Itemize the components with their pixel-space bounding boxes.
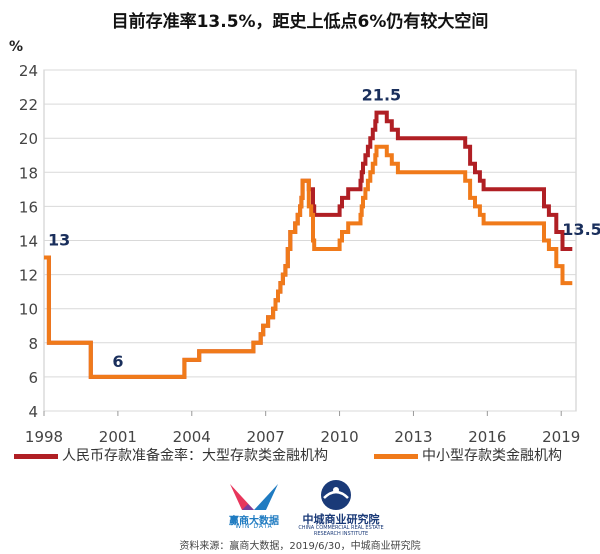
y-tick-label: 6: [28, 369, 38, 387]
legend-swatch-small: [374, 453, 418, 459]
x-tick-label: 2019: [542, 428, 580, 446]
y-tick-label: 12: [19, 267, 38, 285]
data-annotation-label: 13: [48, 231, 70, 250]
y-tick-label: 20: [19, 130, 38, 148]
legend-item-large: 人民币存款准备金率：大型存款类金融机构: [14, 445, 328, 465]
data-annotation-label: 21.5: [362, 86, 401, 105]
y-tick-label: 24: [19, 62, 38, 80]
source-note: 资料来源：赢商大数据，2019/6/30，中城商业研究院: [179, 541, 421, 552]
win-data-logo-text: 赢商大数据: [229, 516, 279, 527]
y-axis-unit: %: [9, 39, 24, 55]
y-tick-label: 14: [19, 233, 38, 251]
chart-title: 目前存准率13.5%，距史上低点6%仍有较大空间: [111, 12, 489, 32]
data-annotation-label: 6: [112, 352, 123, 371]
series-line-small-banks: [44, 144, 573, 379]
x-tick-label: 2001: [99, 428, 137, 446]
legend-label-small: 中小型存款类金融机构: [422, 448, 562, 464]
x-tick-label: 2016: [468, 428, 506, 446]
x-tick-label: 2007: [247, 428, 285, 446]
x-tick-label: 2013: [394, 428, 432, 446]
y-tick-label: 18: [19, 164, 38, 182]
legend-swatch-large: [14, 453, 58, 459]
legend-item-small: 中小型存款类金融机构: [374, 445, 562, 465]
zhongcheng-logo-subtext: CHINA COMMERCIAL REAL ESTATE RESEARCH IN…: [298, 525, 384, 537]
zhongcheng-logo-text: 中城商业研究院: [302, 513, 380, 526]
legend-label-large: 人民币存款准备金率：大型存款类金融机构: [62, 448, 328, 464]
x-tick-label: 1998: [25, 428, 63, 446]
y-tick-label: 8: [28, 335, 38, 353]
series-line-large-banks: [44, 110, 573, 379]
data-annotation-label: 13.5: [562, 220, 600, 239]
zhongcheng-logo-icon: [321, 480, 351, 510]
y-tick-label: 4: [28, 403, 38, 421]
x-tick-label: 2004: [173, 428, 211, 446]
y-tick-label: 22: [19, 96, 38, 114]
win-data-logo-icon: [230, 484, 278, 510]
x-tick-label: 2010: [320, 428, 358, 446]
win-data-logo-subtext: WIN DATA: [235, 523, 273, 530]
y-tick-label: 10: [19, 301, 38, 319]
y-tick-label: 16: [19, 198, 38, 216]
